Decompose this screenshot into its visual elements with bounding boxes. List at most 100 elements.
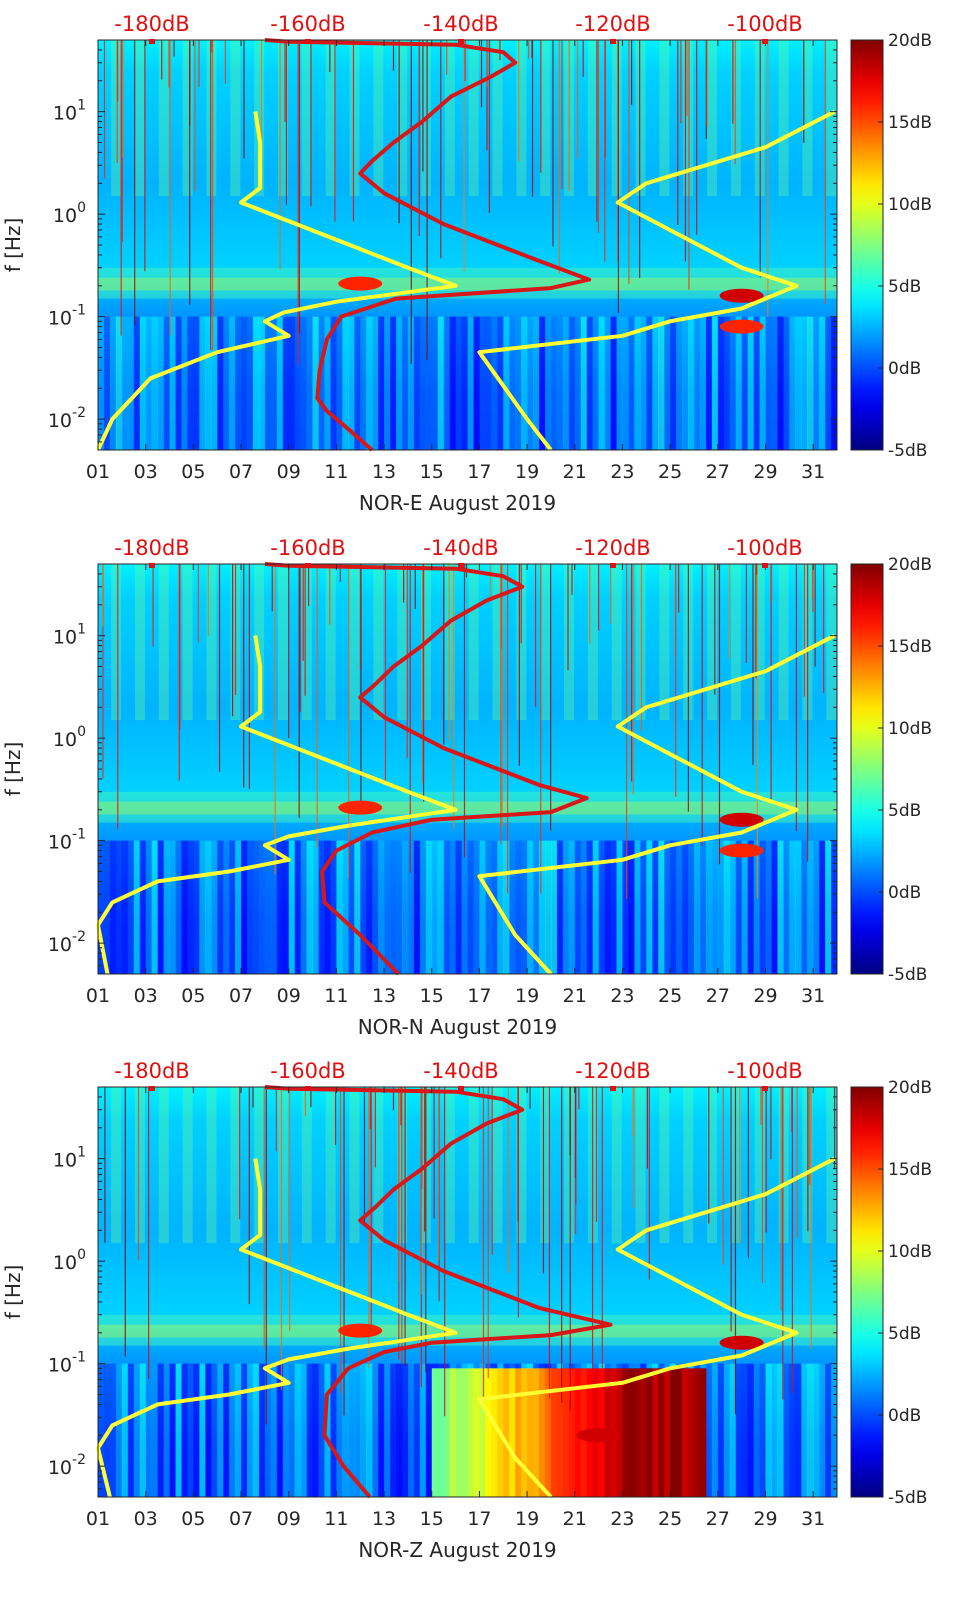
red-noise-curve xyxy=(264,1085,613,1499)
colorbar-tick-label: 10dB xyxy=(888,195,932,215)
y-tick-label: 10-2 xyxy=(48,929,86,956)
x-tick-label: 23 xyxy=(610,461,634,483)
yellow-noise-model-curve xyxy=(96,1158,458,1498)
x-tick-label: 23 xyxy=(610,985,634,1007)
top-db-label: -160dB xyxy=(270,12,345,36)
x-tick-label: 19 xyxy=(515,461,539,483)
spectrogram-panel-nor-n: 01 03 05 07 09 11 13 15 17 19 21 23 25 27 29 31 10-2 10-1… xyxy=(1,536,932,1039)
x-tick-label: 13 xyxy=(372,985,396,1007)
colorbar-tick-label: 0dB xyxy=(888,1406,921,1426)
top-db-tick xyxy=(149,1086,155,1091)
event-blob xyxy=(338,276,383,291)
top-db-tick xyxy=(762,39,768,44)
red-noise-curve xyxy=(264,562,589,976)
top-db-label: -140dB xyxy=(423,536,498,560)
x-tick-label: 25 xyxy=(658,461,682,483)
x-tick-label: 09 xyxy=(277,1508,301,1530)
top-db-label: -100dB xyxy=(727,12,802,36)
spectrogram-panel-nor-z: 01 03 05 07 09 11 13 15 17 19 21 23 25 27 29 31 10-2 10-1… xyxy=(1,1059,932,1562)
x-tick-label: 21 xyxy=(563,985,587,1007)
y-tick-label: 10-2 xyxy=(48,405,86,432)
x-tick-label: 29 xyxy=(753,461,777,483)
x-tick-label: 15 xyxy=(420,1508,444,1530)
yellow-noise-model-curve xyxy=(477,109,836,452)
x-tick-label: 05 xyxy=(181,461,205,483)
x-tick-label: 01 xyxy=(86,985,110,1007)
yellow-noise-model-curve xyxy=(477,633,836,976)
top-db-tick xyxy=(762,563,768,568)
yellow-noise-model-curve xyxy=(96,635,458,975)
top-db-label: -120dB xyxy=(575,12,650,36)
top-db-label: -120dB xyxy=(575,1059,650,1083)
event-blob xyxy=(338,1323,383,1338)
x-tick-label: 19 xyxy=(515,985,539,1007)
y-tick-label: 101 xyxy=(53,622,86,649)
top-db-tick xyxy=(305,1086,311,1091)
x-axis-title: NOR-N August 2019 xyxy=(358,1015,558,1039)
spectrogram-field xyxy=(98,40,837,450)
x-tick-label: 21 xyxy=(563,461,587,483)
x-tick-label: 17 xyxy=(467,461,491,483)
top-db-label: -120dB xyxy=(575,536,650,560)
y-tick-label: 100 xyxy=(53,724,86,751)
y-tick-label: 101 xyxy=(53,1145,86,1172)
colorbar-tick-label: 0dB xyxy=(888,359,921,379)
event-blob xyxy=(719,812,764,827)
x-tick-label: 07 xyxy=(229,1508,253,1530)
spectrogram-field xyxy=(98,1087,837,1497)
x-tick-label: 05 xyxy=(181,985,205,1007)
x-axis-title: NOR-E August 2019 xyxy=(359,491,556,515)
top-db-label: -180dB xyxy=(114,536,189,560)
x-tick-label: 27 xyxy=(706,985,730,1007)
x-tick-label: 07 xyxy=(229,985,253,1007)
top-db-tick xyxy=(458,563,464,568)
yellow-noise-model-curve xyxy=(477,1156,836,1499)
x-tick-label: 31 xyxy=(801,461,825,483)
x-tick-label: 11 xyxy=(324,985,348,1007)
x-tick-label: 25 xyxy=(658,1508,682,1530)
y-tick-label: 101 xyxy=(53,98,86,125)
x-tick-label: 03 xyxy=(134,1508,158,1530)
x-tick-label: 15 xyxy=(420,461,444,483)
x-tick-label: 03 xyxy=(134,461,158,483)
x-tick-label: 25 xyxy=(658,985,682,1007)
y-tick-label: 10-1 xyxy=(48,827,86,854)
top-db-label: -180dB xyxy=(114,12,189,36)
x-tick-label: 01 xyxy=(86,1508,110,1530)
colorbar-tick-label: 20dB xyxy=(888,1078,932,1098)
top-db-tick xyxy=(458,1086,464,1091)
spectrogram-field xyxy=(98,564,837,974)
top-db-tick xyxy=(762,1086,768,1091)
y-tick-label: 100 xyxy=(53,200,86,227)
x-tick-label: 23 xyxy=(610,1508,634,1530)
colorbar-tick-label: 15dB xyxy=(888,1160,932,1180)
y-tick-label: 10-1 xyxy=(48,1350,86,1377)
x-tick-label: 17 xyxy=(467,985,491,1007)
x-tick-label: 01 xyxy=(86,461,110,483)
x-tick-label: 19 xyxy=(515,1508,539,1530)
x-tick-label: 13 xyxy=(372,1508,396,1530)
top-db-label: -140dB xyxy=(423,1059,498,1083)
colorbar-tick-label: 10dB xyxy=(888,719,932,739)
top-db-tick xyxy=(458,39,464,44)
event-blob xyxy=(719,1335,764,1350)
x-tick-label: 11 xyxy=(324,1508,348,1530)
yellow-noise-model-curve xyxy=(96,111,458,451)
x-tick-label: 09 xyxy=(277,461,301,483)
x-tick-label: 27 xyxy=(706,1508,730,1530)
top-db-label: -100dB xyxy=(727,1059,802,1083)
colorbar-tick-label: 10dB xyxy=(888,1242,932,1262)
event-blob xyxy=(338,800,383,815)
colorbar-tick-label: 15dB xyxy=(888,637,932,657)
top-db-tick xyxy=(610,563,616,568)
x-tick-label: 31 xyxy=(801,985,825,1007)
colorbar-tick-label: 20dB xyxy=(888,31,932,51)
x-tick-label: 05 xyxy=(181,1508,205,1530)
colorbar: 20dB 15dB 10dB 5dB 0dB -5dB xyxy=(850,555,932,985)
x-tick-label: 11 xyxy=(324,461,348,483)
x-tick-label: 17 xyxy=(467,1508,491,1530)
top-db-tick xyxy=(149,563,155,568)
top-db-label: -140dB xyxy=(423,12,498,36)
event-blob xyxy=(719,843,764,858)
event-blob xyxy=(719,319,764,334)
